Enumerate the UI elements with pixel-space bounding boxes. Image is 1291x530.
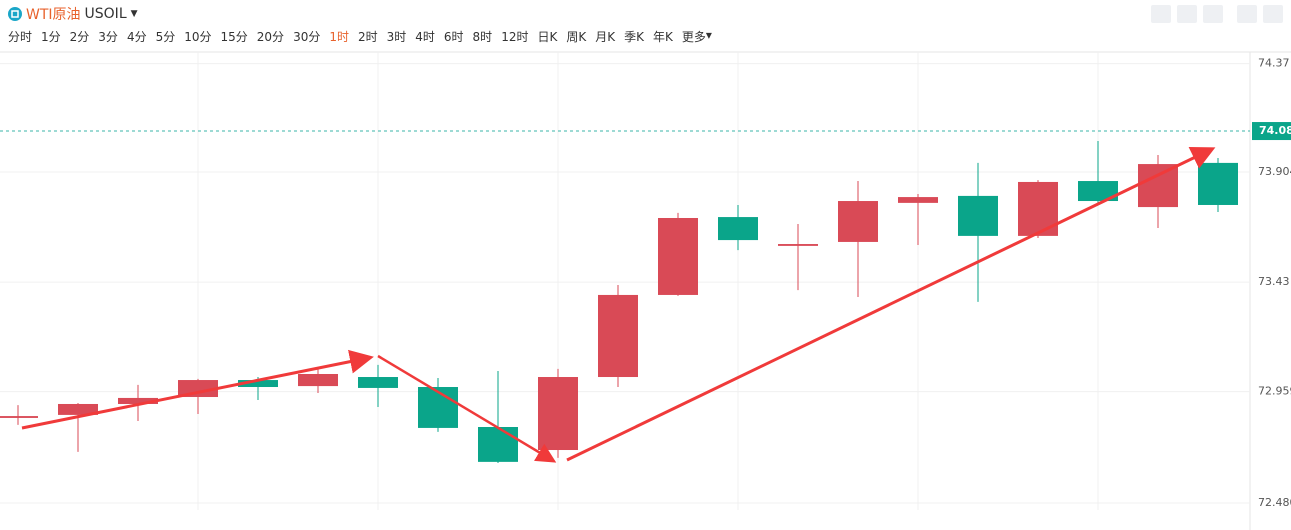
interval[interactable]: 1分 [41, 30, 61, 44]
interval[interactable]: 2时 [357, 30, 378, 44]
code: USOIL [84, 6, 127, 22]
interval[interactable]: 周K [566, 30, 587, 44]
candle-body [718, 217, 758, 241]
y-tick-label: 72.480 [1258, 496, 1291, 509]
interval[interactable]: 年K [652, 30, 673, 44]
interval[interactable]: 1时 [329, 30, 349, 44]
tool-button[interactable] [1151, 5, 1171, 23]
candle-body [658, 217, 698, 295]
interval[interactable]: 季K [624, 30, 644, 44]
tool-button[interactable] [1203, 5, 1223, 23]
candle-body [58, 403, 98, 415]
interval[interactable]: 分时 [8, 30, 33, 44]
y-tick-label: 74.37 [1258, 57, 1290, 70]
interval[interactable]: 12时 [501, 30, 529, 44]
close-button[interactable] [1263, 5, 1283, 23]
tool-button[interactable] [1177, 5, 1197, 23]
interval[interactable]: 4时 [415, 30, 435, 44]
toolbar [1151, 5, 1283, 23]
last-price-box [1252, 122, 1291, 141]
candle-body [538, 377, 578, 451]
header: WTI原油 USOIL ▼ 分时 1分 2分 3分 4分 5分 10分 15分 20分 30分 1时 2… [0, 0, 1291, 52]
candle-body [118, 397, 158, 404]
symbol-bar[interactable]: WTI原油 USOIL ▼ [8, 4, 138, 24]
y-tick-label: 73.43 [1258, 275, 1290, 288]
caret: ▼ [130, 9, 138, 19]
candle-body [478, 427, 518, 462]
y-tick-label: 73.904 [1258, 165, 1291, 178]
candle-body [898, 197, 938, 203]
plot: 74.37 73.904 73.43 72.959 72.480 74.08 [0, 57, 1291, 509]
candle-body [1138, 164, 1178, 208]
candle-body [1198, 162, 1238, 205]
interval[interactable]: 15分 [220, 30, 248, 44]
symbol: WTI原油 [26, 7, 81, 23]
interval-bar: 分时 1分 2分 3分 4分 5分 10分 15分 20分 30分 1时 2时 3时 4时 6时 8时 12时日… [8, 28, 712, 45]
tool-button[interactable] [1237, 5, 1257, 23]
caret: ▾ [705, 28, 712, 42]
interval[interactable]: 2分 [69, 30, 90, 44]
interval[interactable]: 3分 [98, 30, 118, 44]
candle-body [958, 195, 998, 236]
interval[interactable]: 10分 [184, 30, 212, 44]
interval[interactable]: 日K [537, 30, 558, 44]
trend-arrows [21, 147, 1216, 463]
candle-body [778, 244, 818, 246]
interval[interactable]: 8时 [472, 30, 493, 44]
v-grid [197, 52, 1099, 510]
interval[interactable]: 更多 [681, 30, 706, 44]
interval[interactable]: 30分 [293, 30, 321, 44]
candle-body [358, 377, 398, 388]
candle-body [178, 380, 218, 398]
interval[interactable]: 5分 [155, 30, 176, 44]
candle-body [298, 373, 338, 387]
interval[interactable]: 6时 [443, 30, 464, 44]
interval[interactable]: 3时 [386, 30, 407, 44]
symbol-icon [8, 7, 22, 21]
candle-body [238, 380, 278, 388]
y-tick-label: 72.959 [1258, 385, 1291, 398]
candle-body [418, 387, 458, 428]
candle-body [838, 201, 878, 242]
candle-body [598, 294, 638, 378]
interval[interactable]: 月K [595, 30, 616, 44]
interval[interactable]: 4分 [126, 30, 147, 44]
interval[interactable]: 20分 [256, 30, 285, 44]
candle-body [0, 416, 38, 418]
candle-body [1078, 181, 1118, 202]
last-price-label: 74.08 [1259, 124, 1291, 137]
